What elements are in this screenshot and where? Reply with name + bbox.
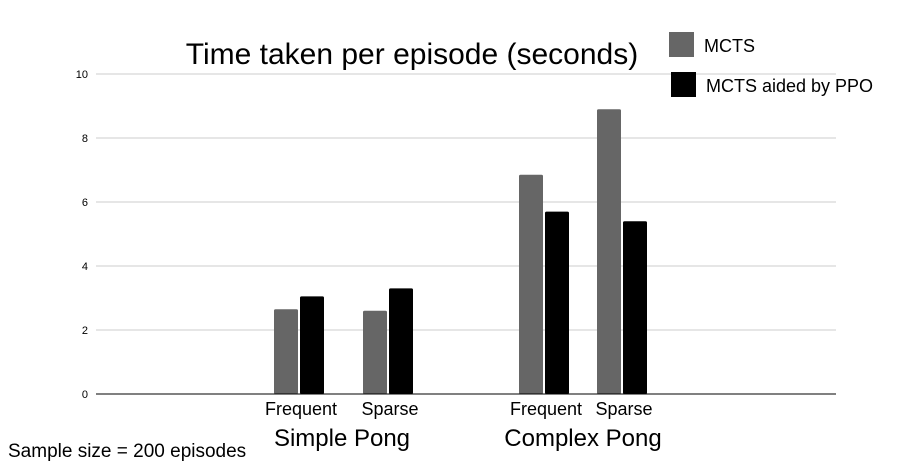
legend-swatch — [669, 32, 694, 57]
bar-mcts-0 — [274, 309, 298, 394]
legend-label: MCTS aided by PPO — [706, 76, 873, 96]
y-tick-label: 2 — [82, 325, 88, 337]
gridlines — [96, 73, 836, 331]
chart-title: Time taken per episode (seconds) — [186, 38, 638, 71]
bar-mcts-ppo-3 — [623, 221, 647, 394]
group-label: Complex Pong — [504, 425, 661, 452]
y-tick-label: 4 — [82, 261, 88, 273]
x-tick-label: Frequent — [265, 399, 337, 419]
x-tick-label: Sparse — [595, 399, 652, 419]
bar-mcts-ppo-1 — [389, 288, 413, 394]
legend-swatch — [671, 72, 696, 97]
x-axis-labels: Frequent Sparse Frequent Sparse — [265, 399, 653, 419]
legend: MCTS MCTS aided by PPO — [669, 32, 873, 97]
legend-label: MCTS — [704, 36, 755, 56]
y-tick-label: 6 — [82, 197, 88, 209]
y-axis-ticks: 0 2 4 6 8 10 — [76, 69, 88, 401]
x-tick-label: Sparse — [361, 399, 418, 419]
y-tick-label: 10 — [76, 69, 88, 81]
x-tick-label: Frequent — [510, 399, 582, 419]
bar-mcts-2 — [519, 174, 543, 394]
bar-mcts-1 — [363, 310, 387, 394]
y-tick-label: 8 — [82, 133, 88, 145]
bars — [274, 109, 647, 394]
y-tick-label: 0 — [82, 389, 88, 401]
sample-size-annotation: Sample size = 200 episodes — [8, 441, 246, 462]
group-label: Simple Pong — [274, 425, 410, 452]
bar-mcts-3 — [597, 109, 621, 394]
bar-mcts-ppo-2 — [545, 211, 569, 394]
bar-mcts-ppo-0 — [300, 296, 324, 394]
group-labels: Simple Pong Complex Pong — [274, 425, 662, 452]
